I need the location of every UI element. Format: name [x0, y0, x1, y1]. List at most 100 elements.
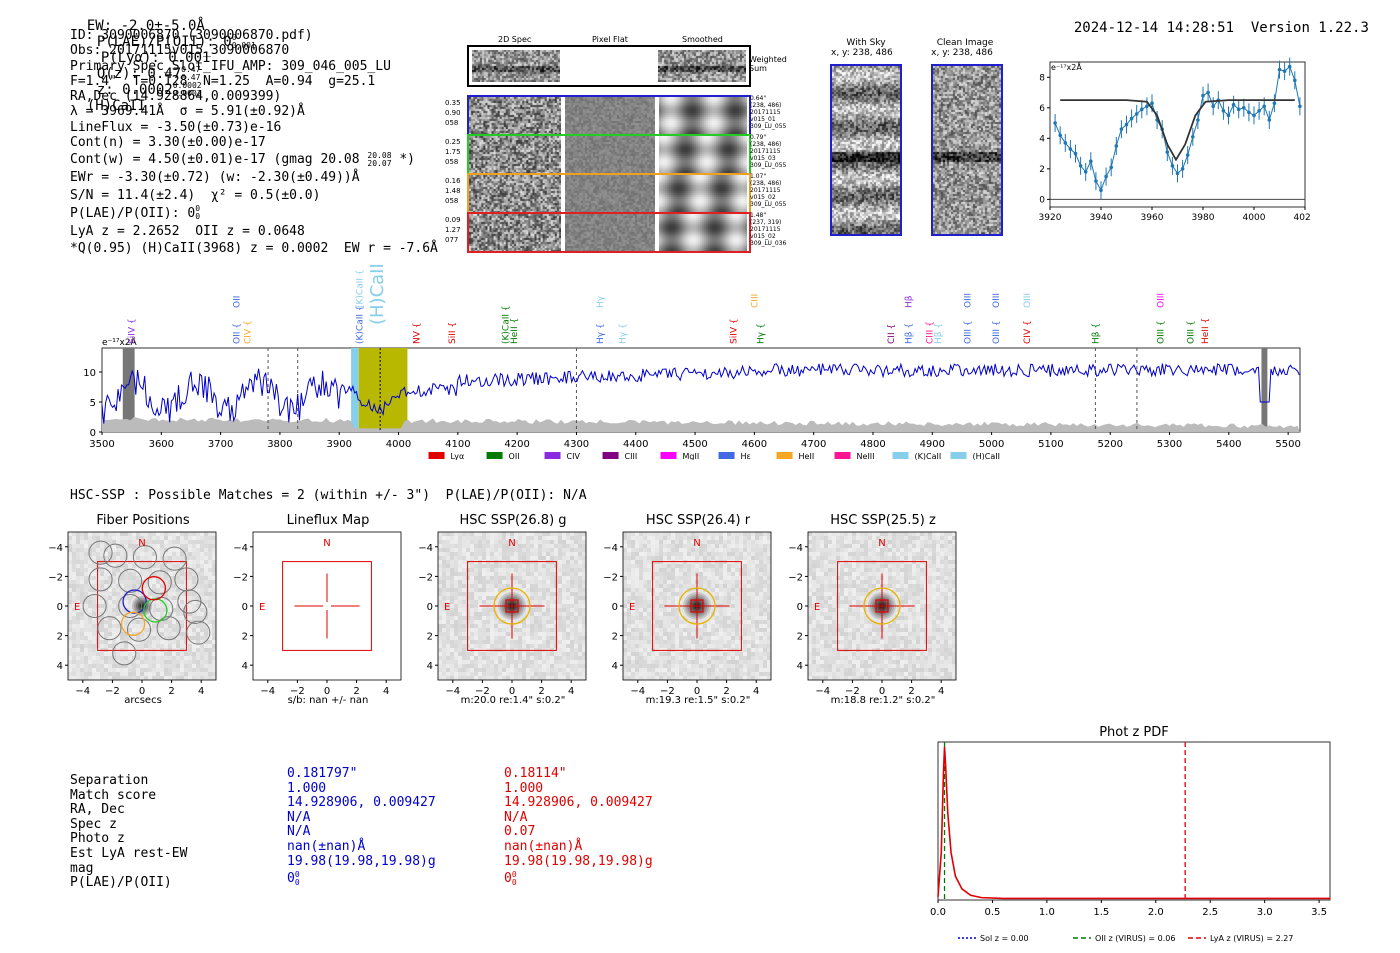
spectrum-ylabel: e⁻¹⁷x2Å: [102, 336, 138, 348]
fiber-weights: 0.16 1.48 058: [445, 177, 461, 205]
panel-caption: s/b: nan +/- nan: [287, 695, 369, 706]
fiber-circle: [174, 567, 199, 592]
spectrum-cutouts: 2D Spec Pixel Flat Smoothed Weighted Sum…: [440, 33, 800, 258]
masked-region: [122, 348, 135, 432]
emission-line-label: Hγ: [596, 295, 606, 308]
data-point: [1277, 67, 1282, 72]
match-label: mag: [70, 860, 94, 876]
y-tick-label: 2: [612, 632, 618, 643]
data-point: [1114, 144, 1119, 148]
match-value: N/A: [504, 809, 528, 825]
fiber-smoothed-image: [659, 136, 747, 173]
pdf-line: [937, 746, 1330, 900]
data-point: [1201, 93, 1205, 98]
x-tick-label: 4: [568, 686, 574, 697]
info-obs: Obs: 20171115v015_3090006870: [70, 43, 290, 59]
emission-line-label: SiIV {: [730, 318, 740, 344]
x-tick-label: −2: [105, 686, 120, 697]
data-point: [1170, 163, 1175, 168]
y-tick-label: 0: [57, 602, 63, 613]
cutout-panel: N E −4 −4 −2 −2 0 0 2 2 4 4: [603, 531, 772, 697]
cutout-panel: N E −4 −4 −2 −2 0 0 2 2 4 4: [788, 531, 957, 697]
emission-line-label: (H)CaII {: [367, 260, 388, 325]
fiber-circle: [186, 620, 211, 645]
x-tick-label: 2: [538, 686, 544, 697]
data-point: [1124, 122, 1129, 127]
x-tick-label: 4900: [920, 439, 945, 450]
emission-line-label: SiIV {: [128, 318, 138, 344]
center-marker: [690, 599, 704, 613]
data-point: [1145, 104, 1149, 109]
weighted-smoothed-image: [658, 50, 746, 82]
data-point: [1134, 112, 1139, 116]
info-contw: Cont(w) = 4.50(±0.01)e-17 (gmag 20.08 20…: [70, 150, 415, 168]
data-point: [1236, 107, 1241, 112]
fiber-circle: [177, 589, 202, 614]
y-tick-label: 2: [57, 632, 63, 643]
data-point: [1262, 104, 1266, 109]
x-tick-label: 3500: [89, 439, 114, 450]
fiber-circle: [156, 616, 181, 641]
info-params: F=1.4" T=0.128 N=1.25 A=0.94 g=25.1: [70, 73, 376, 89]
legend-label: (H)CaII: [973, 452, 1000, 460]
x-tick-label: 3920: [1039, 213, 1062, 223]
clean-image-title: Clean Image x, y: 238, 486: [931, 38, 994, 58]
fiber-circle: [162, 546, 187, 571]
emission-line-label: Hγ {: [756, 323, 766, 344]
data-point: [1175, 171, 1180, 176]
x-tick-label: 4: [753, 686, 759, 697]
legend-swatch: [486, 452, 503, 459]
x-tick-label: 4100: [445, 439, 470, 450]
x-tick-label: 0: [139, 686, 145, 697]
weighted-sum-cutout: [467, 45, 751, 87]
data-point: [1267, 118, 1272, 122]
panel-title: Fiber Positions: [96, 513, 190, 528]
data-point: [1196, 118, 1200, 122]
info-lya: LyA z = 2.2652 OII z = 0.0648: [70, 223, 305, 239]
emission-line-label: OIII: [963, 293, 973, 308]
data-point: [1226, 113, 1231, 118]
header-meta: 2024-12-14 14:28:51 Version 1.22.3: [1057, 4, 1369, 36]
x-tick-label: 4000: [1243, 213, 1266, 223]
fiber-smoothed-image: [659, 175, 747, 212]
emission-line-label: OIII {: [1157, 320, 1167, 344]
col-2d-spec: 2D Spec: [498, 35, 532, 44]
east-label: E: [444, 602, 450, 613]
data-point: [1083, 170, 1088, 174]
ellipse-marker: [863, 587, 901, 625]
panel-caption: m:20.0 re:1.4" s:0.2": [460, 695, 566, 706]
y-tick-label: 0: [797, 602, 803, 613]
east-label: E: [74, 602, 80, 613]
x-tick-label: −2: [475, 686, 490, 697]
x-tick-label: 3800: [267, 439, 292, 450]
x-tick-label: −2: [290, 686, 305, 697]
data-point: [1191, 134, 1195, 139]
center-marker: [875, 599, 889, 613]
fiber-circle: [97, 616, 122, 641]
fiber-weights: 0.09 1.27 077: [445, 216, 461, 244]
info-lambda: λ = 3969.41Å σ = 5.91(±0.92)Å: [70, 104, 305, 120]
with-sky-image: [830, 64, 902, 236]
legend-swatch: [544, 452, 561, 459]
match-value: N/A: [287, 809, 311, 825]
data-point: [1242, 105, 1246, 110]
emission-line-label: CIII {: [925, 321, 935, 344]
cutout-panel: N E −4 −4 −2 −2 0 0 2 2 4 4: [233, 531, 402, 697]
y-tick-label: 0: [90, 428, 96, 439]
y-tick-label: 0: [242, 602, 248, 613]
col-smoothed: Smoothed: [682, 35, 723, 44]
data-point: [1073, 151, 1078, 156]
col-pixel-flat: Pixel Flat: [592, 35, 628, 44]
match-label: Est LyA rest-EW: [70, 845, 188, 861]
y-tick-label: 0: [1039, 195, 1045, 205]
fiber-circle: [126, 617, 152, 642]
hcaii-band: [358, 348, 408, 432]
x-tick-label: 1.5: [1093, 907, 1109, 918]
emission-line-label: NV {: [412, 323, 422, 344]
with-sky-title: With Sky x, y: 238, 486: [831, 38, 893, 58]
data-point: [1293, 78, 1297, 83]
y-tick-label: 4: [1039, 134, 1045, 144]
aperture-box: [97, 561, 187, 651]
